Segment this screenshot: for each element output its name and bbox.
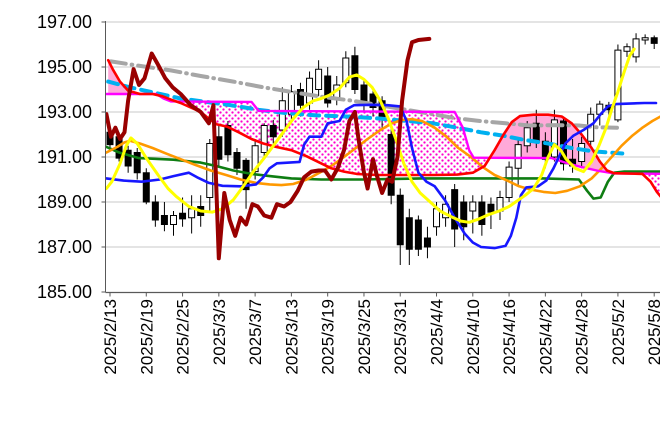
x-tick-label: 2025/4/28 — [573, 299, 592, 375]
candle — [260, 123, 268, 160]
candle — [469, 195, 477, 234]
y-tick-label: 191.00 — [37, 147, 92, 167]
candle — [142, 168, 150, 205]
x-tick-label: 2025/2/25 — [174, 299, 193, 375]
candle — [133, 148, 141, 180]
series-chikou_lagging_maroon — [106, 36, 432, 261]
candle — [623, 43, 631, 57]
y-tick-label: 195.00 — [37, 57, 92, 77]
y-tick-label: 197.00 — [37, 12, 92, 32]
cloud-dotted-region — [630, 173, 660, 196]
x-tick-label: 2025/3/25 — [355, 299, 374, 375]
series-trend_gray_dashdot — [108, 59, 619, 130]
x-tick-label: 2025/3/19 — [319, 299, 338, 375]
x-tick-label: 2025/3/7 — [246, 299, 265, 365]
candle — [405, 208, 413, 265]
candle — [324, 67, 332, 108]
candle — [124, 145, 132, 173]
candle — [396, 188, 404, 265]
candle — [632, 33, 640, 63]
x-tick-label: 2025/3/31 — [391, 299, 410, 375]
candle — [151, 195, 159, 227]
x-tick-label: 2025/4/4 — [428, 299, 447, 365]
x-tick-label: 2025/4/10 — [464, 299, 483, 375]
y-axis-labels: 185.00 187.00 189.00 191.00 193.00 195.00 197.… — [37, 12, 92, 302]
series-trend_cyan_dashed — [106, 79, 626, 156]
candle — [414, 215, 422, 256]
axes — [105, 21, 660, 294]
y-tick-label: 193.00 — [37, 102, 92, 122]
x-tick-label: 2025/4/16 — [500, 299, 519, 375]
x-axis-labels: 2025/2/13 2025/2/19 2025/2/25 2025/3/3 2025/… — [101, 292, 663, 375]
series-senkou_a_magenta — [106, 92, 660, 176]
y-tick-label: 187.00 — [37, 237, 92, 257]
x-tick-label: 2025/4/22 — [536, 299, 555, 375]
series-ma_yellow — [106, 47, 636, 224]
candle — [188, 195, 196, 234]
series-senkou_b_red — [106, 58, 660, 198]
candle — [650, 35, 658, 49]
x-tick-label: 2025/5/8 — [645, 299, 663, 365]
candles-layer — [106, 33, 658, 265]
candle — [387, 125, 395, 205]
series-ma_orange — [106, 115, 660, 195]
y-tick-label: 189.00 — [37, 192, 92, 212]
candle — [423, 226, 431, 259]
candle — [578, 136, 586, 169]
plot-area — [106, 33, 660, 265]
candle — [351, 46, 359, 94]
candle — [496, 190, 504, 220]
x-tick-label: 2025/3/3 — [210, 299, 229, 365]
candle — [269, 119, 277, 144]
candle — [169, 211, 177, 236]
candle — [206, 139, 214, 211]
candle — [315, 60, 323, 97]
x-tick-label: 2025/3/13 — [282, 299, 301, 375]
x-tick-label: 2025/5/2 — [609, 299, 628, 365]
x-tick-label: 2025/2/19 — [137, 299, 156, 375]
candle — [478, 195, 486, 236]
x-tick-label: 2025/2/13 — [101, 299, 120, 375]
series-ma_green — [106, 145, 660, 200]
candle — [160, 202, 168, 232]
candle — [550, 109, 558, 162]
candle — [641, 34, 649, 45]
y-tick-label: 185.00 — [37, 282, 92, 302]
